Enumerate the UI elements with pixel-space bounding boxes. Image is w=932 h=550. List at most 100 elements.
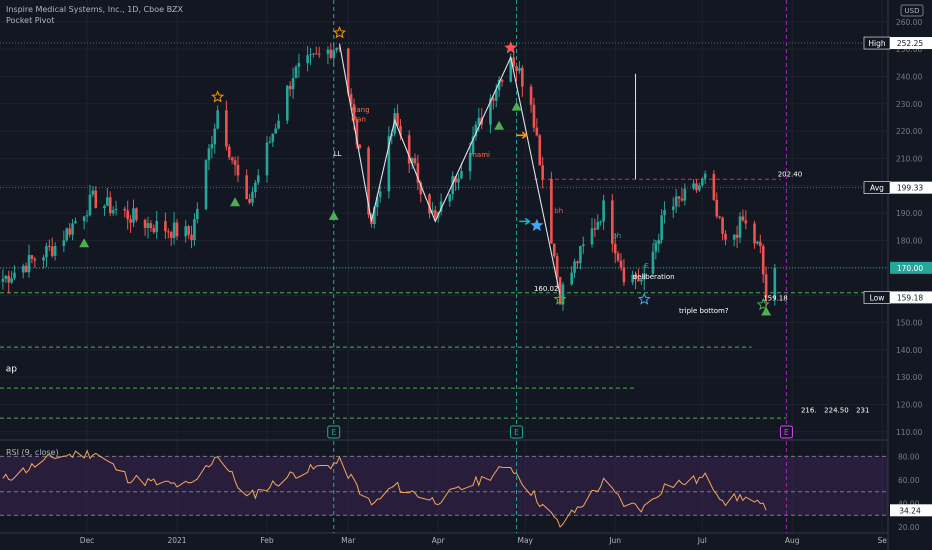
candle[interactable]: [631, 274, 634, 283]
earnings-badge[interactable]: [510, 425, 524, 439]
candle[interactable]: [271, 133, 275, 142]
candle[interactable]: [27, 255, 31, 273]
candle[interactable]: [50, 246, 54, 256]
candle[interactable]: [335, 47, 338, 51]
candle[interactable]: [663, 210, 666, 216]
candle[interactable]: [637, 279, 640, 282]
candle[interactable]: [175, 222, 179, 237]
candle[interactable]: [7, 275, 11, 283]
candle[interactable]: [68, 228, 71, 235]
candle[interactable]: [288, 85, 292, 90]
candle[interactable]: [492, 98, 495, 101]
candle[interactable]: [619, 260, 623, 268]
candle[interactable]: [149, 223, 153, 229]
candle[interactable]: [346, 48, 350, 94]
price-badge[interactable]: Avg 199.33: [863, 181, 932, 194]
candle[interactable]: [677, 196, 681, 199]
time-axis[interactable]: Dec 2021 Feb Mar Apr May Jun Jul Aug Se: [80, 536, 887, 545]
rsi-value-badge[interactable]: [890, 504, 932, 517]
candle[interactable]: [703, 173, 707, 179]
candle[interactable]: [225, 110, 228, 147]
candle[interactable]: [132, 208, 135, 223]
candle[interactable]: [428, 194, 431, 214]
candle[interactable]: [236, 164, 240, 176]
candle[interactable]: [94, 190, 98, 209]
candle[interactable]: [108, 197, 112, 214]
candle[interactable]: [312, 53, 315, 55]
candle[interactable]: [753, 223, 756, 244]
star-marker-icon[interactable]: [504, 40, 518, 54]
candle[interactable]: [24, 265, 28, 273]
candle[interactable]: [616, 253, 620, 261]
candle[interactable]: [561, 284, 565, 305]
candle[interactable]: [329, 49, 333, 58]
arrow-right-marker-icon[interactable]: [519, 217, 531, 226]
candle[interactable]: [129, 219, 132, 223]
candle[interactable]: [721, 217, 724, 234]
candle[interactable]: [457, 178, 460, 183]
candle[interactable]: [732, 234, 736, 240]
candle[interactable]: [460, 171, 463, 179]
candle[interactable]: [373, 207, 376, 225]
candle[interactable]: [535, 127, 539, 136]
candle[interactable]: [521, 67, 524, 87]
candle[interactable]: [433, 210, 437, 218]
triangle-up-marker-icon[interactable]: [761, 306, 772, 316]
candle[interactable]: [230, 157, 234, 161]
candle[interactable]: [103, 205, 106, 209]
candle[interactable]: [555, 256, 559, 278]
star-marker-icon[interactable]: [333, 25, 347, 39]
candle[interactable]: [660, 215, 663, 240]
candle[interactable]: [613, 243, 617, 254]
candle[interactable]: [233, 160, 237, 165]
candle[interactable]: [431, 210, 434, 214]
candle[interactable]: [297, 63, 301, 67]
candle[interactable]: [515, 66, 518, 72]
candle[interactable]: [596, 222, 600, 230]
price-badge[interactable]: High 252.25: [863, 36, 932, 50]
candle[interactable]: [315, 53, 318, 55]
candle[interactable]: [657, 239, 661, 244]
candle[interactable]: [718, 216, 721, 218]
candle[interactable]: [410, 157, 414, 164]
candle[interactable]: [268, 141, 272, 143]
candle[interactable]: [558, 277, 562, 305]
candle[interactable]: [152, 228, 156, 233]
candle[interactable]: [541, 165, 544, 179]
candle[interactable]: [106, 197, 109, 206]
candle[interactable]: [602, 200, 605, 222]
markers[interactable]: E E E: [79, 25, 793, 439]
triangle-up-marker-icon[interactable]: [494, 120, 505, 130]
candle[interactable]: [518, 67, 521, 72]
candle[interactable]: [599, 221, 603, 223]
candle[interactable]: [30, 255, 34, 259]
candle[interactable]: [494, 90, 498, 101]
candle[interactable]: [756, 241, 759, 244]
candle[interactable]: [256, 175, 260, 183]
candle[interactable]: [85, 215, 89, 217]
candle[interactable]: [245, 175, 248, 199]
candle[interactable]: [248, 198, 251, 203]
candle[interactable]: [651, 251, 655, 274]
candle[interactable]: [413, 157, 417, 164]
candle[interactable]: [735, 234, 739, 238]
currency-badge[interactable]: [900, 4, 924, 17]
candle[interactable]: [277, 120, 280, 129]
candle[interactable]: [187, 226, 190, 235]
trendlines[interactable]: [338, 43, 561, 296]
candle[interactable]: [53, 245, 57, 256]
candle[interactable]: [773, 267, 777, 299]
candle[interactable]: [407, 135, 411, 164]
candle[interactable]: [579, 246, 582, 264]
candle[interactable]: [254, 182, 257, 193]
candle[interactable]: [143, 219, 147, 228]
candle[interactable]: [468, 152, 472, 172]
triangle-up-marker-icon[interactable]: [328, 210, 339, 220]
candle[interactable]: [210, 144, 214, 149]
candle[interactable]: [715, 199, 719, 217]
candle[interactable]: [42, 257, 45, 261]
candle[interactable]: [741, 216, 745, 221]
arrow-right-marker-icon[interactable]: [516, 131, 528, 139]
candle[interactable]: [88, 194, 92, 216]
candle[interactable]: [326, 49, 330, 54]
